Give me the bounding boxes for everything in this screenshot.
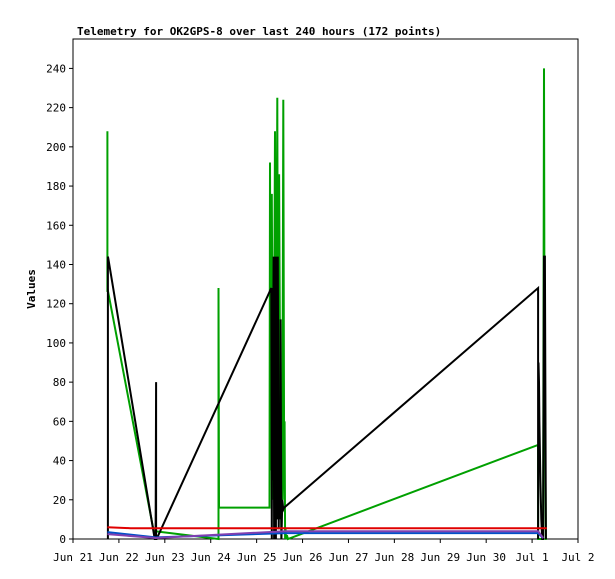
x-tick-label: Jul 2 [561,551,594,564]
x-tick-label: Jun 29 [420,551,460,564]
x-tick-label: Jun 24 [191,551,231,564]
x-tick-label: Jun 21 [53,551,93,564]
y-axis-label: Values [25,269,38,309]
y-tick-label: 220 [46,102,66,115]
x-axis-ticks: Jun 21 Jun 22 Jun 23 Jun 24 Jun 25 Jun 26 Jun … [53,539,595,564]
x-tick-label: Jun 26 [283,551,323,564]
series-line [107,526,547,530]
series-line [107,530,544,540]
x-tick-label: Jun 23 [145,551,185,564]
x-tick-label: Jun 25 [237,551,277,564]
x-tick-label: Jul 1 [516,551,549,564]
x-tick-label: Jun 22 [99,551,139,564]
series-layer [106,68,547,541]
y-tick-label: 60 [53,415,66,428]
x-tick-label: Jun 28 [374,551,414,564]
y-tick-label: 200 [46,141,66,154]
y-tick-label: 140 [46,258,66,271]
y-axis-ticks: 0 20 40 60 80 100 120 140 160 180 200 220 240 [46,62,73,546]
y-tick-label: 120 [46,298,66,311]
y-tick-label: 80 [53,376,66,389]
y-tick-label: 40 [53,455,66,468]
y-tick-label: 160 [46,219,66,232]
series-line [106,255,547,540]
y-tick-label: 20 [53,494,66,507]
x-tick-label: Jun 27 [329,551,369,564]
plot-area-frame [72,38,579,540]
x-tick-label: Jun 30 [466,551,506,564]
y-tick-label: 0 [59,533,66,546]
y-tick-label: 180 [46,180,66,193]
y-tick-label: 100 [46,337,66,350]
series-line [106,68,547,541]
y-tick-label: 240 [46,62,66,75]
chart-title: Telemetry for OK2GPS-8 over last 240 hou… [77,25,441,38]
